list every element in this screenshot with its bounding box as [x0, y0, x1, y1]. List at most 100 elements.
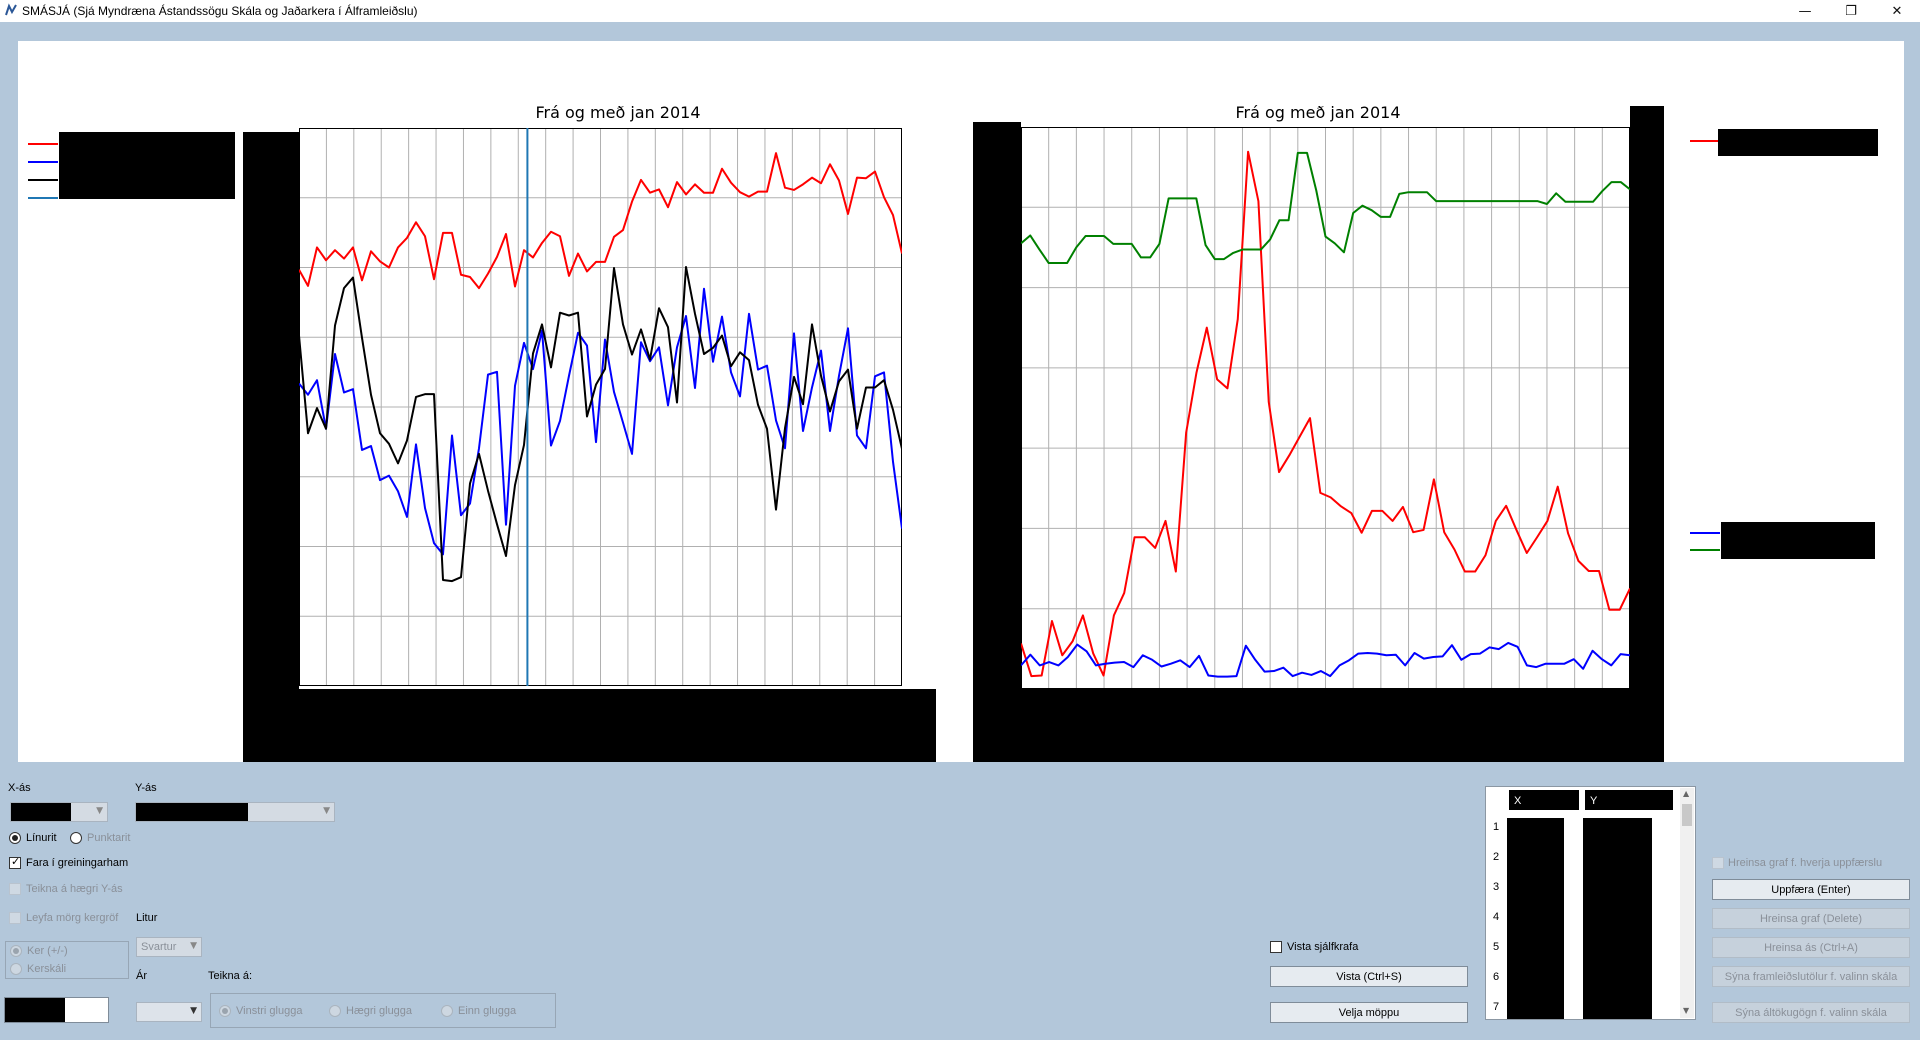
series-line-0 — [1021, 150, 1630, 678]
show-sampling-button[interactable]: Sýna áltökugögn f. valinn skála — [1712, 1002, 1910, 1023]
left-legend-labels-redacted — [59, 132, 235, 199]
color-select-value: Svartur — [141, 941, 177, 953]
right-legend-bottom — [1686, 523, 1726, 563]
scroll-up-icon[interactable]: ▲ — [1683, 789, 1690, 798]
scroll-down-icon[interactable]: ▼ — [1683, 1006, 1690, 1015]
clear-graph-button[interactable]: Hreinsa graf (Delete) — [1712, 908, 1910, 929]
app-icon — [4, 3, 18, 17]
update-button[interactable]: Uppfæra (Enter) — [1712, 879, 1910, 900]
choose-folder-button[interactable]: Velja möppu — [1270, 1002, 1468, 1023]
series-line-0 — [299, 152, 902, 290]
multi-pots-checkbox[interactable] — [9, 912, 21, 924]
year-label: Ár — [136, 970, 147, 982]
analysis-mode-checkbox[interactable]: ✓ — [9, 855, 21, 869]
left-xaxis-redacted — [299, 689, 936, 762]
grid-row-number: 4 — [1493, 911, 1500, 923]
series-line-2 — [1021, 151, 1630, 265]
y-axis-label: Y-ás — [135, 782, 157, 794]
title-bar: SMÁSJÁ (Sjá Myndræna Ástandssögu Skála o… — [0, 0, 1920, 22]
x-axis-select-value-redacted — [11, 803, 71, 821]
scatter-radio[interactable] — [70, 832, 82, 844]
right-legend-top-label-redacted — [1718, 129, 1878, 156]
chevron-down-icon: ▼ — [96, 806, 103, 816]
right-chart-title: Frá og með jan 2014 — [1235, 103, 1401, 122]
pot-label: Ker (+/-) — [27, 945, 68, 957]
clear-each-update-label: Hreinsa graf f. hverja uppfærslu — [1728, 857, 1883, 869]
right-window-label: Hægri glugga — [346, 1005, 413, 1017]
right-window-radio[interactable] — [329, 1005, 341, 1017]
series-line-1 — [1021, 641, 1630, 678]
clear-each-update-checkbox[interactable] — [1712, 857, 1724, 869]
line-chart-radio[interactable] — [9, 832, 21, 844]
potroom-label: Kerskáli — [27, 963, 67, 975]
minimize-button[interactable]: — — [1782, 0, 1828, 22]
minimize-icon: — — [1798, 3, 1812, 19]
grid-y-values-redacted — [1583, 818, 1652, 1019]
right-y-axis-label: Teikna á hægri Y-ás — [26, 883, 123, 895]
autosave-checkbox[interactable] — [1270, 941, 1282, 953]
plot-frame — [1021, 127, 1630, 689]
left-window-label: Vinstri glugga — [236, 1005, 303, 1017]
pot-radio[interactable] — [10, 945, 22, 957]
grid-row-number: 3 — [1493, 881, 1500, 893]
left-legend — [24, 132, 64, 242]
grid-row-number: 7 — [1493, 1001, 1500, 1013]
checkmark-icon: ✓ — [11, 855, 21, 868]
maximize-icon: ❐ — [1845, 3, 1857, 19]
x-axis-select[interactable]: ▼ — [10, 802, 108, 822]
right-legend-top — [1686, 129, 1726, 159]
autosave-label: Vista sjálfkrafa — [1287, 941, 1359, 953]
right-yaxis-redacted — [973, 122, 1021, 762]
grid-row-number: 1 — [1493, 821, 1500, 833]
right-secondary-yaxis-redacted — [1630, 106, 1664, 700]
series-line-1 — [299, 287, 902, 556]
left-yaxis-redacted — [243, 132, 299, 762]
series-line-2 — [299, 265, 902, 583]
potroom-radio[interactable] — [10, 963, 22, 975]
maximize-button[interactable]: ❐ — [1828, 0, 1874, 22]
show-production-button[interactable]: Sýna framleiðslutölur f. valinn skála — [1712, 966, 1910, 987]
grid-header-x: X — [1509, 790, 1579, 810]
close-icon: ✕ — [1891, 3, 1903, 19]
one-window-radio[interactable] — [441, 1005, 453, 1017]
color-select[interactable]: Svartur ▼ — [136, 937, 202, 957]
draw-on-label: Teikna á: — [208, 970, 253, 982]
analysis-mode-label: Fara í greiningarham — [26, 857, 129, 869]
line-chart-label: Línurit — [26, 832, 57, 844]
scrollbar-thumb[interactable] — [1682, 804, 1692, 826]
data-grid[interactable]: X Y 1 2 3 4 5 6 7 — [1485, 786, 1696, 1020]
grid-x-values-redacted — [1507, 818, 1564, 1019]
chevron-down-icon: ▼ — [323, 806, 330, 816]
grid-row-number: 2 — [1493, 851, 1500, 863]
y-axis-select[interactable]: ▼ — [135, 802, 335, 822]
left-window-radio[interactable] — [219, 1005, 231, 1017]
plot-frame — [299, 128, 902, 686]
right-y-axis-checkbox[interactable] — [9, 883, 21, 895]
grid-row-number: 5 — [1493, 941, 1500, 953]
left-chart-title: Frá og með jan 2014 — [535, 103, 701, 122]
close-button[interactable]: ✕ — [1874, 0, 1920, 22]
clear-axes-button[interactable]: Hreinsa ás (Ctrl+A) — [1712, 937, 1910, 958]
grid-header-y: Y — [1585, 790, 1673, 810]
left-chart-plot[interactable] — [299, 128, 902, 686]
x-axis-label: X-ás — [8, 782, 31, 794]
draw-on-group: Vinstri glugga Hægri glugga Einn glugga — [210, 993, 556, 1028]
color-label: Litur — [136, 912, 158, 924]
window-title: SMÁSJÁ (Sjá Myndræna Ástandssögu Skála o… — [22, 4, 418, 18]
scatter-label: Punktarit — [87, 832, 131, 844]
chevron-down-icon: ▼ — [190, 1006, 197, 1016]
one-window-label: Einn glugga — [458, 1005, 517, 1017]
pot-selection-group: Ker (+/-) Kerskáli — [5, 941, 129, 979]
save-button[interactable]: Vista (Ctrl+S) — [1270, 966, 1468, 987]
chevron-down-icon: ▼ — [190, 941, 197, 951]
grid-scrollbar[interactable]: ▲ ▼ — [1680, 788, 1694, 1018]
multi-pots-label: Leyfa mörg kergröf — [26, 912, 119, 924]
plot-canvas: Frá og með jan 2014 Frá og með jan 2014 — [18, 41, 1904, 762]
y-axis-select-value-redacted — [136, 803, 248, 821]
right-xaxis-redacted — [1021, 689, 1664, 762]
grid-row-number: 6 — [1493, 971, 1500, 983]
pot-number-value-redacted — [5, 998, 65, 1022]
year-select[interactable]: ▼ — [136, 1002, 202, 1022]
right-chart-plot[interactable] — [1021, 127, 1630, 689]
pot-number-input[interactable] — [4, 997, 109, 1023]
